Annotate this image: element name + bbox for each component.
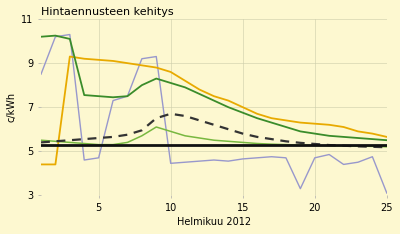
Text: Hintaennusteen kehitys: Hintaennusteen kehitys — [41, 7, 174, 17]
Y-axis label: c/kWh: c/kWh — [7, 92, 17, 122]
X-axis label: Helmikuu 2012: Helmikuu 2012 — [177, 217, 251, 227]
